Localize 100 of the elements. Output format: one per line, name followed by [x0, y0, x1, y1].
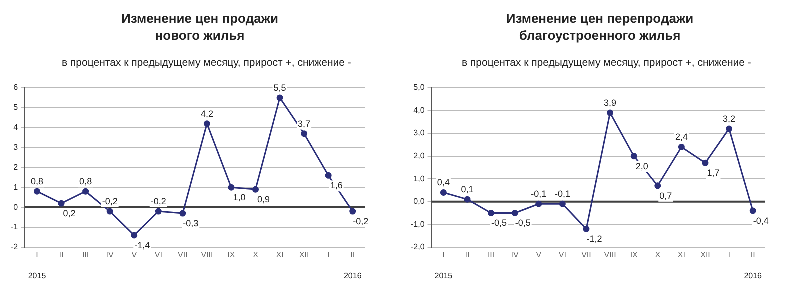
data-label: -0,2 [102, 196, 118, 207]
point [726, 126, 733, 132]
data-label: 3,9 [604, 98, 617, 108]
x-tick-label: XI [276, 250, 284, 260]
data-label: 4,2 [200, 108, 214, 119]
point [559, 200, 566, 208]
data-label: 2,0 [636, 161, 648, 172]
point [750, 208, 756, 214]
x-tick-label: III [82, 250, 90, 260]
point [34, 188, 40, 195]
data-label: 5,5 [274, 82, 286, 93]
x-tick-label: VIII [604, 250, 616, 260]
point [58, 200, 65, 207]
data-label: -0,1 [554, 189, 570, 200]
point [180, 210, 186, 217]
text: 2016 [344, 272, 362, 281]
y-tick-label: -1,0 [410, 220, 426, 229]
x-tick-label: XII [299, 250, 310, 260]
data-label: -0,1 [531, 189, 547, 200]
data-label: 0,8 [80, 176, 92, 187]
point [488, 210, 495, 216]
point [702, 160, 709, 166]
point [464, 196, 471, 203]
x-tick-label: IV [511, 250, 520, 260]
x-tick-label: I [36, 250, 38, 260]
y-tick-label: 2,0 [414, 152, 426, 161]
chart-subtitle: в процентах к предыдущему месяцу, прирост +, снижение - [62, 57, 352, 69]
y-tick-label: 3,0 [414, 128, 426, 138]
text: 2015 [28, 272, 47, 281]
x-tick-label: IX [228, 250, 236, 260]
data-label: 0,7 [660, 190, 672, 201]
point [204, 120, 210, 128]
point [131, 232, 138, 239]
x-tick-label: VII [582, 250, 592, 260]
point [228, 184, 235, 191]
data-label: -1,4 [134, 240, 150, 250]
x-tick-label: II [750, 250, 756, 260]
x-tick-label: II [350, 250, 356, 260]
point [678, 144, 685, 150]
point [252, 186, 259, 193]
y-tick-label: -1 [10, 222, 19, 232]
x-tick-label: I [728, 250, 730, 260]
x-tick-label: X [655, 250, 662, 260]
point [155, 208, 162, 215]
y-tick-label: 4,0 [414, 106, 426, 115]
data-label: 0,8 [30, 176, 44, 187]
x-tick-label: III [488, 250, 495, 260]
point [630, 153, 638, 160]
point [301, 130, 308, 138]
data-label: -0,2 [353, 216, 369, 227]
y-tick-label: 6 [14, 83, 19, 92]
x-tick-label: X [253, 250, 260, 260]
y-tick-label: -2 [10, 242, 19, 252]
x-tick-label: II [465, 250, 470, 260]
x-tick-label: II [59, 250, 64, 260]
point [325, 172, 332, 179]
point [607, 110, 614, 116]
data-label: 0,2 [63, 208, 76, 219]
data-label: -1,2 [586, 234, 602, 244]
point [583, 226, 590, 232]
chart-title: Изменение цен перепродажи благоустроенного жилья [505, 10, 695, 44]
point [106, 208, 114, 215]
y-tick-label: 5,0 [414, 83, 426, 92]
point [512, 210, 518, 216]
data-label: -0,2 [150, 196, 166, 207]
y-tick-label: 0 [14, 202, 19, 212]
data-label: -0,5 [492, 218, 508, 228]
data-label: -0,5 [515, 218, 531, 228]
y-tick-label: 4 [14, 123, 19, 132]
data-label: 3,7 [298, 118, 311, 129]
x-tick-label: I [442, 250, 445, 260]
point [276, 94, 284, 102]
y-tick-label: -2,0 [410, 242, 426, 252]
x-tick-label: XII [700, 250, 710, 260]
x-tick-label: VIII [201, 250, 214, 260]
x-tick-label: V [132, 250, 138, 260]
data-label: 1,6 [330, 180, 343, 191]
point [350, 208, 356, 215]
y-tick-label: 1 [14, 182, 19, 192]
data-label: 0,4 [437, 178, 450, 188]
point [440, 190, 447, 196]
point [82, 188, 90, 195]
x-tick-label: V [536, 250, 542, 260]
data-label: 1,0 [233, 192, 246, 203]
y-tick-label: 1,0 [414, 174, 426, 184]
data-label: 0,1 [461, 184, 474, 195]
chart-title: Изменение цен продажи нового жилья [120, 10, 280, 44]
x-tick-label: VI [558, 250, 566, 260]
y-tick-label: 3 [14, 142, 19, 152]
data-label: 1,7 [707, 168, 720, 178]
point [654, 182, 662, 190]
data-label: 3,2 [723, 114, 736, 124]
data-label: -0,4 [753, 216, 769, 226]
chart-subtitle: в процентах к предыдущему месяцу, прирост +, снижение - [462, 57, 752, 69]
x-tick-label: XI [678, 250, 686, 260]
data-label: 2,4 [675, 132, 688, 142]
y-tick-label: 2 [14, 162, 19, 172]
data-label: -0,3 [183, 218, 199, 229]
data-label: 0,9 [257, 194, 270, 205]
x-tick-label: VI [154, 250, 162, 260]
